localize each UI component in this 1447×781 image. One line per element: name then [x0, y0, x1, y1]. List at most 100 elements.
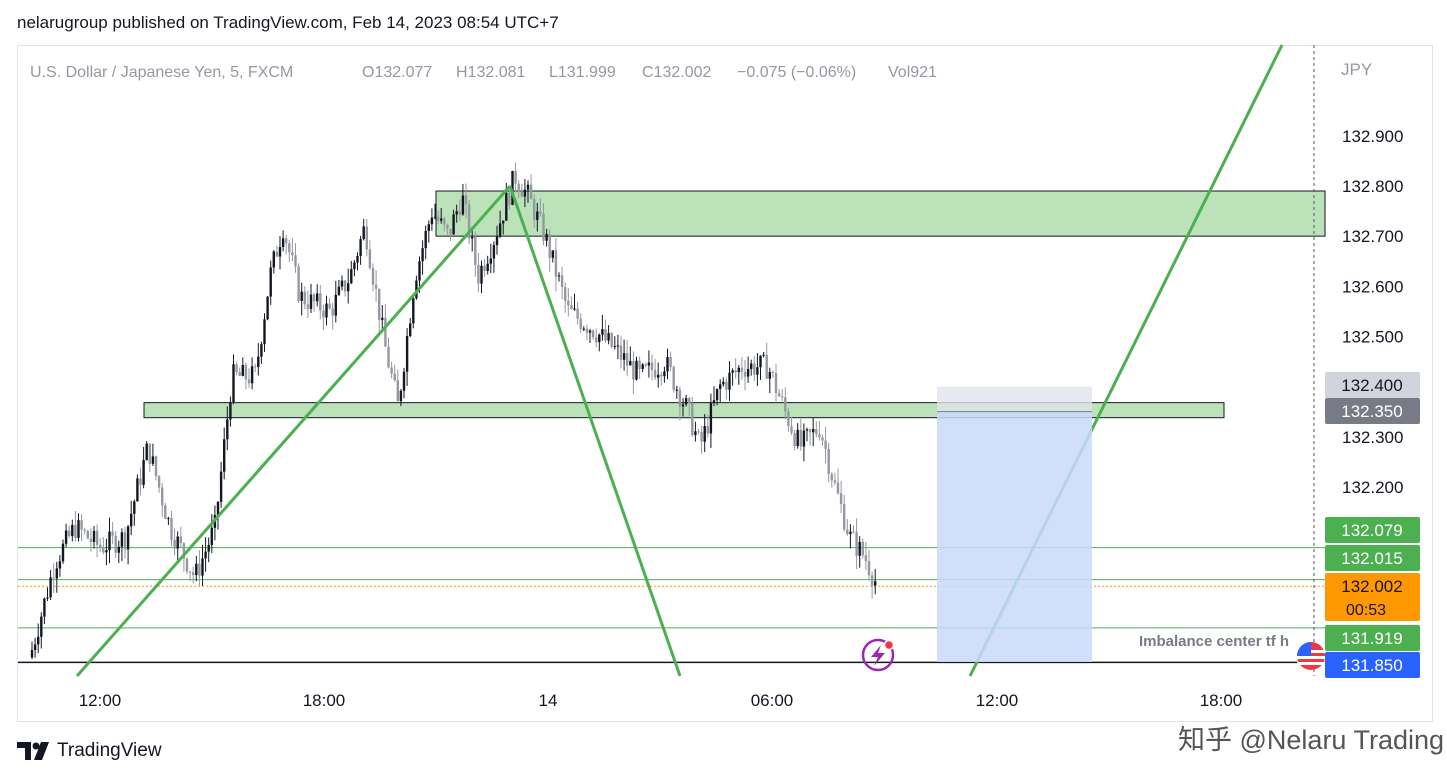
price-label-box	[1325, 372, 1420, 398]
price-label-value: 132.400	[1341, 376, 1402, 395]
y-tick-label: 132.200	[1342, 478, 1403, 497]
currency-label: JPY	[1341, 60, 1372, 79]
price-label-value: 131.919	[1341, 629, 1402, 648]
target-area[interactable]	[937, 411, 1092, 662]
candle-body	[554, 250, 558, 277]
candle-body	[167, 518, 170, 520]
candle-body	[99, 544, 102, 549]
candle-body	[675, 389, 678, 391]
candle-body	[49, 577, 52, 598]
candle-body	[55, 568, 58, 579]
candle-body	[102, 548, 105, 553]
candle-body	[396, 380, 399, 402]
candle-body	[548, 233, 551, 258]
candle-body	[306, 304, 310, 309]
candle-body	[700, 431, 703, 442]
candle-body	[461, 195, 465, 215]
candle-body	[254, 366, 257, 368]
candle-body	[777, 393, 781, 397]
candle-body	[498, 223, 502, 237]
candle-body	[68, 530, 71, 537]
candle-body	[319, 293, 322, 311]
candle-body	[867, 561, 871, 576]
candle-body	[374, 284, 378, 289]
symbol-name: U.S. Dollar / Japanese Yen, 5, FXCM	[30, 64, 293, 81]
candle-body	[669, 356, 672, 368]
candle-body	[436, 216, 440, 221]
candle-body	[201, 558, 204, 576]
candle-body	[114, 535, 117, 553]
candle-body	[595, 337, 598, 343]
x-tick-label: 12:00	[976, 691, 1019, 710]
candle-body	[362, 226, 365, 240]
candle-body	[508, 192, 511, 205]
candle-body	[452, 214, 455, 235]
candle-body	[514, 170, 517, 184]
candle-body	[629, 360, 632, 366]
candle-body	[86, 530, 89, 539]
candle-body	[573, 308, 576, 310]
candle-body	[805, 429, 809, 431]
candle-body	[740, 367, 744, 372]
candle-body	[746, 368, 750, 377]
candle-body	[421, 248, 424, 262]
price-label-value: 132.015	[1341, 549, 1402, 568]
candle-body	[64, 530, 68, 544]
price-label-value: 132.002	[1341, 577, 1402, 596]
candle-body	[526, 184, 530, 190]
candle-body	[694, 431, 697, 436]
candle-body	[409, 323, 412, 337]
candle-body	[520, 191, 523, 197]
trend-line[interactable]	[75, 185, 512, 677]
candle-body	[613, 346, 616, 348]
candle-body	[350, 269, 353, 284]
candle-body	[182, 543, 186, 559]
candle-body	[71, 524, 74, 537]
candle-body	[815, 429, 818, 435]
x-tick-label: 18:00	[303, 691, 346, 710]
x-tick-label: 06:00	[751, 691, 794, 710]
candle-body	[765, 354, 768, 379]
candle-body	[164, 505, 167, 519]
candle-body	[551, 250, 554, 258]
trend-line[interactable]	[508, 185, 682, 677]
candle-body	[663, 371, 666, 377]
stop-area[interactable]	[937, 386, 1092, 412]
ohlc-change: −0.075 (−0.06%)	[737, 64, 856, 81]
candle-body	[95, 530, 99, 545]
candle-body	[715, 388, 719, 401]
candle-body	[328, 303, 331, 309]
candle-body	[393, 373, 396, 381]
candle-body	[864, 555, 868, 562]
candle-body	[219, 471, 223, 502]
x-tick-label: 12:00	[79, 691, 122, 710]
candle-body	[77, 520, 80, 538]
candle-body	[545, 233, 548, 241]
candle-body	[790, 426, 793, 433]
watermark-text: 知乎 @Nelaru Trading	[1178, 725, 1445, 755]
ohlc-low: L131.999	[549, 64, 616, 81]
candle-body	[337, 286, 341, 295]
y-tick-label: 132.900	[1342, 127, 1403, 146]
candle-body	[542, 213, 545, 241]
candle-body	[799, 429, 802, 447]
candle-body	[598, 334, 601, 343]
candle-body	[771, 372, 775, 374]
y-tick-label: 132.800	[1342, 177, 1403, 196]
tradingview-logo[interactable]: TradingView	[17, 740, 162, 762]
candle-body	[157, 476, 161, 488]
candle-body	[821, 437, 824, 441]
candle-body	[173, 539, 176, 549]
candle-body	[802, 430, 806, 447]
candle-body	[653, 370, 657, 378]
candle-body	[511, 170, 514, 205]
price-label-box	[1325, 517, 1420, 543]
supply-zone[interactable]	[435, 190, 1326, 237]
candle-body	[712, 400, 716, 404]
lightning-icon[interactable]	[861, 638, 895, 672]
candle-body	[536, 211, 539, 220]
candle-body	[303, 291, 306, 305]
candle-body	[142, 460, 145, 485]
us-flag-icon[interactable]	[1297, 642, 1325, 670]
